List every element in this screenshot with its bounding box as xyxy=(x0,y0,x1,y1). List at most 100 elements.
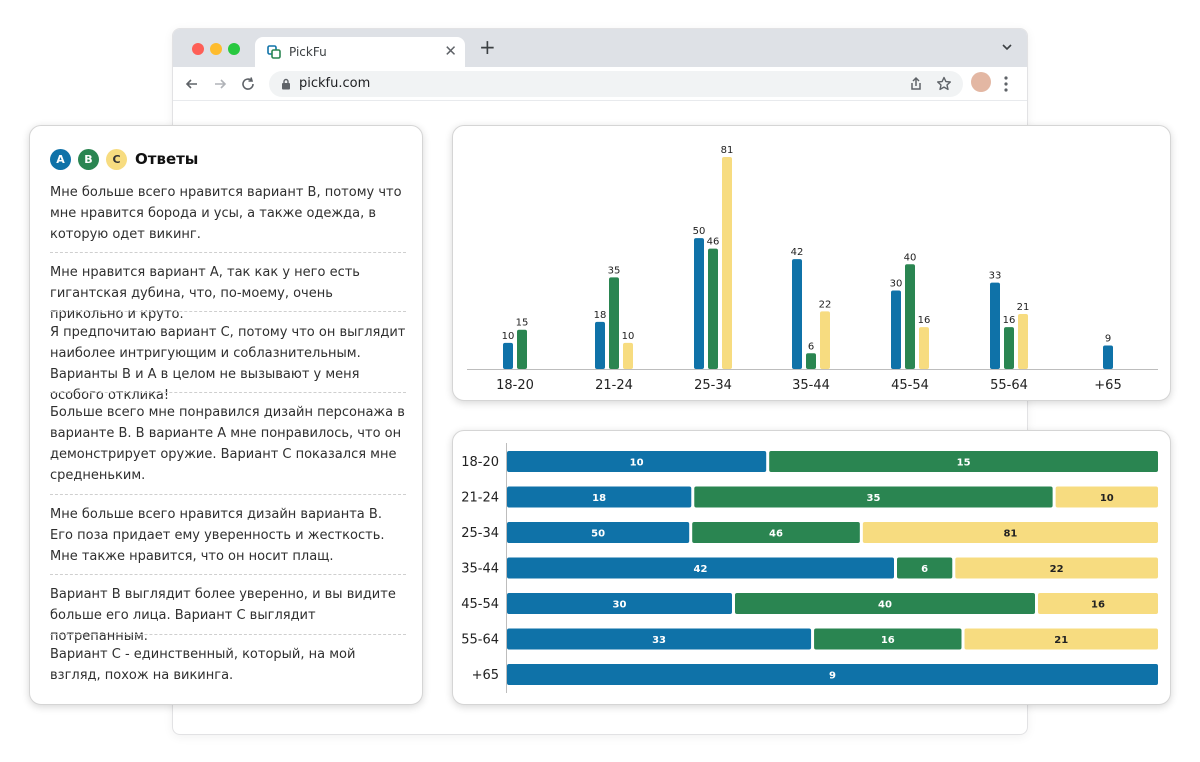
x-tick-label: 55-64 xyxy=(990,378,1028,393)
answer-divider xyxy=(50,392,406,393)
bar xyxy=(919,327,929,369)
bar-segment xyxy=(507,593,732,614)
tab-title: PickFu xyxy=(289,45,327,59)
bar-segment xyxy=(507,486,692,508)
answers-card: A B C Ответы Мне больше всего нравится в… xyxy=(29,125,423,705)
x-tick-label: 25-34 xyxy=(694,378,732,393)
reload-icon[interactable] xyxy=(239,75,257,93)
data-label: 50 xyxy=(693,226,706,237)
maximize-window-button[interactable] xyxy=(228,43,240,55)
bar-segment xyxy=(692,522,860,543)
stacked-bar-chart-card: 10 15 18-20 18 35 10 21-24 50 46 81 25-34 42 6 22 35-4… xyxy=(452,430,1171,705)
x-tick-label: 21-24 xyxy=(595,378,633,393)
bar xyxy=(722,157,732,369)
x-tick-label: 45-54 xyxy=(891,378,929,393)
bar-segment xyxy=(507,522,690,543)
bar-segment xyxy=(735,593,1035,614)
close-window-button[interactable] xyxy=(192,43,204,55)
chevron-down-icon[interactable] xyxy=(1001,41,1013,53)
answer-item: Вариант B выглядит более уверенно, и вы … xyxy=(50,587,396,644)
share-icon[interactable] xyxy=(907,75,925,93)
stacked-bar-chart: 10 15 18-20 18 35 10 21-24 50 46 81 25-34 42 6 22 35-4… xyxy=(461,443,1158,693)
bar-segment xyxy=(955,557,1158,579)
bar-segment xyxy=(507,628,812,650)
answers-title: Ответы xyxy=(135,150,199,168)
x-tick-label: 18-20 xyxy=(496,378,534,393)
answer-divider xyxy=(50,252,406,253)
bar xyxy=(503,342,513,369)
data-label: 9 xyxy=(1105,333,1111,344)
bar xyxy=(990,282,1000,369)
plus-icon[interactable]: + xyxy=(479,35,496,59)
data-label: 33 xyxy=(989,271,1002,282)
grouped-bar-chart-card: 10 15 18-20 18 35 10 21-24 50 46 81 25-34 42 6 22 35-4… xyxy=(452,125,1171,401)
bar-segment xyxy=(897,557,953,579)
option-a-badge: A xyxy=(50,149,71,170)
bar-segment xyxy=(507,664,1158,685)
y-tick-label: 35-44 xyxy=(461,562,499,577)
data-label: 50 xyxy=(591,529,605,540)
bar xyxy=(1004,327,1014,369)
tab-pickfu[interactable]: PickFu ✕ xyxy=(255,37,465,67)
avatar[interactable] xyxy=(971,72,991,92)
data-label: 10 xyxy=(630,458,644,469)
y-tick-label: 25-34 xyxy=(461,526,499,541)
answer-item: Больше всего мне понравился дизайн персо… xyxy=(50,405,405,483)
data-label: 22 xyxy=(819,299,832,310)
answer-item: Мне больше всего нравится дизайн вариант… xyxy=(50,507,385,564)
y-tick-label: +65 xyxy=(472,668,499,683)
data-label: 10 xyxy=(502,331,515,342)
bar xyxy=(623,342,633,369)
bar-segment xyxy=(507,557,894,579)
data-label: 30 xyxy=(890,278,903,289)
answer-item: Вариант C - единственный, который, на мо… xyxy=(50,647,356,683)
arrow-left-icon[interactable] xyxy=(183,75,201,93)
tab-bar: PickFu ✕ + xyxy=(173,29,1027,67)
option-c-badge: C xyxy=(106,149,127,170)
bar xyxy=(1018,314,1028,369)
bar-segment xyxy=(694,486,1053,508)
answer-divider xyxy=(50,311,406,312)
kebab-menu-icon[interactable] xyxy=(1003,75,1009,93)
x-tick-label: +65 xyxy=(1094,378,1121,393)
arrow-right-icon[interactable] xyxy=(211,75,229,93)
y-tick-label: 18-20 xyxy=(461,455,499,470)
y-tick-label: 55-64 xyxy=(461,633,499,648)
bar xyxy=(891,290,901,369)
data-label: 18 xyxy=(594,310,607,321)
bar xyxy=(905,264,915,369)
bar-segment xyxy=(964,628,1158,650)
answer-divider xyxy=(50,574,406,575)
minimize-window-button[interactable] xyxy=(210,43,222,55)
data-label: 6 xyxy=(808,341,814,352)
pickfu-favicon-icon xyxy=(267,45,281,59)
data-label: 46 xyxy=(707,237,720,248)
y-tick-label: 45-54 xyxy=(461,597,499,612)
option-b-badge: B xyxy=(78,149,99,170)
data-label: 30 xyxy=(613,600,627,611)
data-label: 33 xyxy=(652,635,666,646)
data-label: 16 xyxy=(918,315,931,326)
bar xyxy=(708,248,718,369)
close-icon[interactable]: ✕ xyxy=(444,42,457,60)
bar xyxy=(806,353,816,369)
data-label: 21 xyxy=(1017,302,1030,313)
data-label: 16 xyxy=(881,635,895,646)
data-label: 16 xyxy=(1003,315,1016,326)
bar xyxy=(694,238,704,369)
bar xyxy=(517,329,527,369)
data-label: 35 xyxy=(866,493,880,504)
bar xyxy=(792,259,802,369)
data-label: 42 xyxy=(791,247,804,258)
bar-segment xyxy=(1038,593,1158,614)
data-label: 10 xyxy=(1100,493,1114,504)
browser-toolbar: pickfu.com xyxy=(173,67,1027,101)
grouped-bar-chart: 101518-2018351021-2450468125-344262235-4… xyxy=(467,145,1158,393)
data-label: 16 xyxy=(1091,600,1105,611)
answer-item: Мне больше всего нравится вариант B, пот… xyxy=(50,185,402,242)
answer-item: Мне нравится вариант А, так как у него е… xyxy=(50,265,360,322)
data-label: 22 xyxy=(1050,564,1064,575)
address-bar[interactable]: pickfu.com xyxy=(269,71,963,97)
bar xyxy=(820,311,830,369)
star-icon[interactable] xyxy=(935,75,953,93)
